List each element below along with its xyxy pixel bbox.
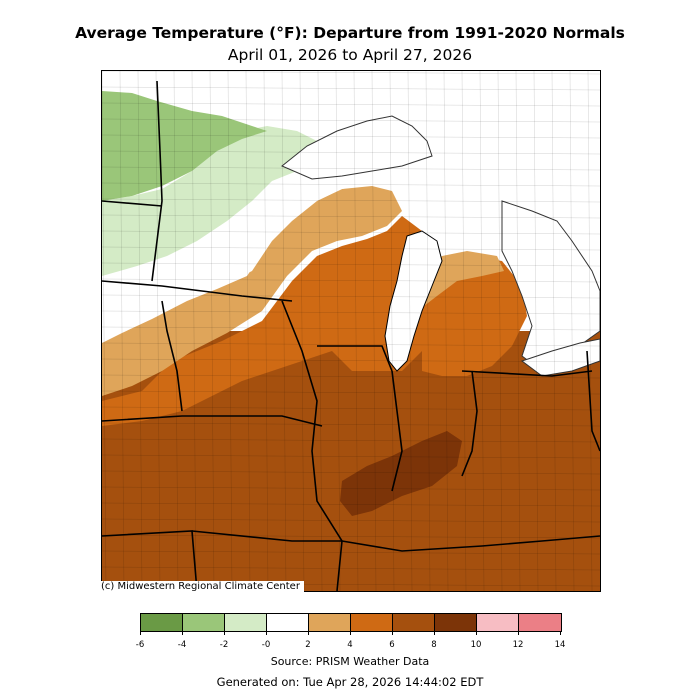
region-tan xyxy=(102,186,402,396)
legend-tick-mark xyxy=(224,631,225,635)
legend-tick-label: -2 xyxy=(219,640,229,650)
legend-tick-mark xyxy=(434,631,435,635)
generated-timestamp: Generated on: Tue Apr 28, 2026 14:44:02 … xyxy=(216,675,484,689)
legend-tick-mark xyxy=(182,631,183,635)
legend-tick-mark xyxy=(140,631,141,635)
legend-tick-mark xyxy=(518,631,519,635)
region-light-green xyxy=(102,126,332,276)
legend-tick-mark xyxy=(350,631,351,635)
temperature-departure-map xyxy=(101,70,601,592)
legend-swatch xyxy=(225,614,267,631)
region-tan-michigan xyxy=(424,251,504,306)
legend-tick-mark xyxy=(308,631,309,635)
source-text: Source: PRISM Weather Data xyxy=(270,655,430,668)
map-subtitle: April 01, 2026 to April 27, 2026 xyxy=(227,46,473,64)
legend-tick-label: -0 xyxy=(261,640,271,650)
legend-colorbar xyxy=(140,613,562,632)
legend-swatch xyxy=(477,614,519,631)
legend-tick-label: 14 xyxy=(554,640,566,650)
region-neutral xyxy=(102,169,372,343)
legend-tick-mark xyxy=(392,631,393,635)
legend-swatch xyxy=(435,614,477,631)
legend-swatch xyxy=(267,614,309,631)
state-borders xyxy=(102,80,600,591)
lake-michigan xyxy=(384,230,443,372)
legend-tick-label: 8 xyxy=(431,640,437,650)
legend-tick-label: 12 xyxy=(512,640,524,650)
legend-tick-mark xyxy=(476,631,477,635)
copyright-notice: (c) Midwestern Regional Climate Center xyxy=(101,581,304,593)
legend-tick-label: 10 xyxy=(470,640,482,650)
legend-swatch xyxy=(183,614,225,631)
legend-tick-mark xyxy=(266,631,267,635)
legend-swatch xyxy=(519,614,561,631)
legend-tick-label: 4 xyxy=(347,640,353,650)
legend-tick-mark xyxy=(560,631,561,635)
legend-swatch xyxy=(351,614,393,631)
map-title: Average Temperature (°F): Departure from… xyxy=(75,24,625,42)
legend-tick-label: -6 xyxy=(135,640,145,650)
legend-tick-label: 6 xyxy=(389,640,395,650)
region-green xyxy=(102,91,267,201)
legend-swatch xyxy=(309,614,351,631)
legend-swatch xyxy=(141,614,183,631)
legend-tick-label: 2 xyxy=(305,640,311,650)
legend-tick-label: -4 xyxy=(177,640,187,650)
lake-superior xyxy=(281,115,433,180)
legend-swatch xyxy=(393,614,435,631)
county-grid xyxy=(102,71,600,591)
region-orange xyxy=(102,216,432,426)
region-dark-brown xyxy=(340,431,462,516)
